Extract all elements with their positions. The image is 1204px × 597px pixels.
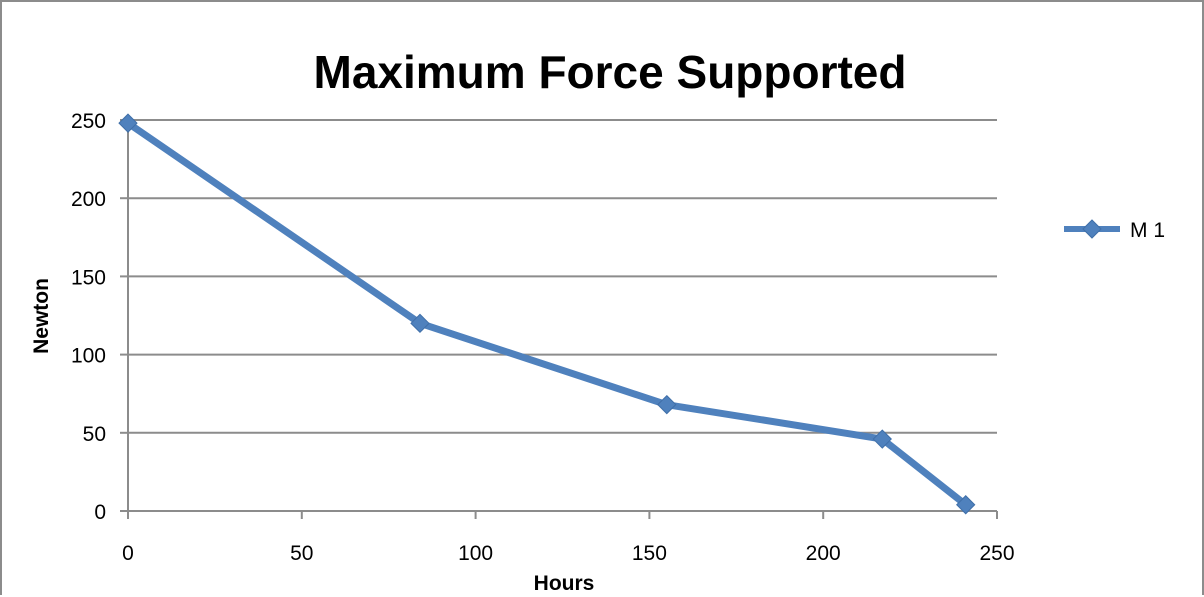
y-tick-label: 250 bbox=[71, 110, 106, 133]
y-tick-label: 100 bbox=[71, 345, 106, 368]
data-point-marker bbox=[118, 113, 138, 133]
legend: M 1 bbox=[1064, 219, 1165, 242]
y-tick-label: 200 bbox=[71, 188, 106, 211]
data-point-marker bbox=[956, 495, 976, 515]
x-tick-labels: 0 50 100 150 200 250 bbox=[122, 542, 1014, 565]
data-point-marker bbox=[872, 429, 892, 449]
x-tick-label: 200 bbox=[806, 542, 841, 565]
x-tick-label: 50 bbox=[290, 542, 313, 565]
x-axis-title: Hours bbox=[534, 572, 595, 595]
chart-title: Maximum Force Supported bbox=[314, 46, 907, 98]
y-tick-label: 50 bbox=[83, 423, 106, 446]
x-tick-label: 150 bbox=[632, 542, 667, 565]
y-tick-labels: 0 50 100 150 200 250 bbox=[71, 110, 106, 524]
y-tick-label: 150 bbox=[71, 266, 106, 289]
gridlines bbox=[128, 119, 997, 434]
y-tick-label: 0 bbox=[94, 501, 106, 524]
series-line bbox=[124, 119, 970, 509]
data-point-marker bbox=[657, 394, 677, 415]
x-tick-label: 100 bbox=[458, 542, 493, 565]
legend-marker-diamond bbox=[1082, 219, 1102, 239]
data-point-marker bbox=[410, 313, 430, 334]
axes bbox=[120, 116, 998, 519]
x-tick-label: 0 bbox=[122, 542, 134, 565]
series-m1 bbox=[118, 113, 976, 515]
legend-label: M 1 bbox=[1130, 219, 1165, 242]
y-axis-title: Newton bbox=[30, 278, 53, 354]
x-tick-label: 250 bbox=[979, 542, 1014, 565]
